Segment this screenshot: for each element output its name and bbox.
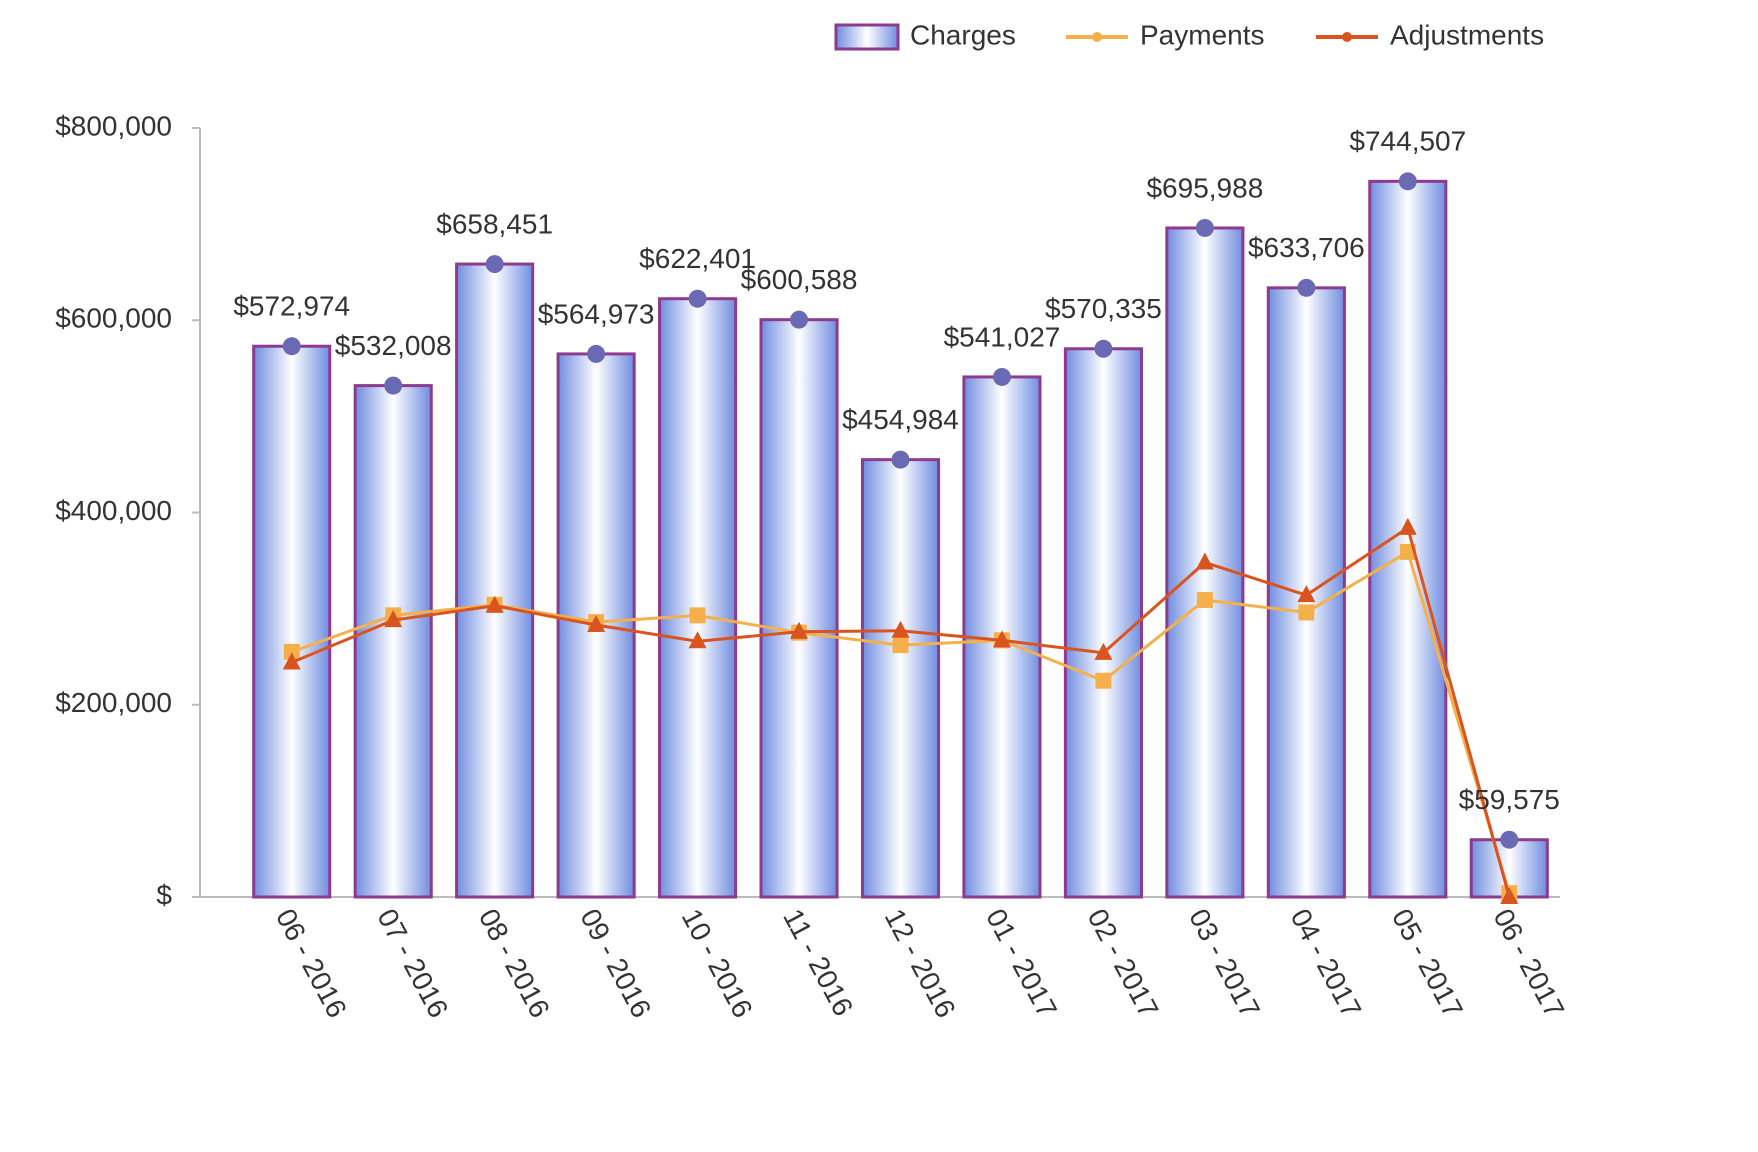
line-marker (892, 637, 909, 654)
x-tick-label: 01 - 2017 (980, 904, 1063, 1023)
y-tick-label: $800,000 (55, 110, 172, 141)
bar (1063, 347, 1143, 899)
bar-marker (1500, 830, 1519, 849)
bar-marker (1195, 218, 1214, 237)
bar (658, 297, 738, 899)
legend-swatch (1342, 32, 1352, 42)
bar-marker (992, 367, 1011, 386)
line-marker (688, 631, 707, 649)
data-label: $658,451 (436, 208, 553, 239)
data-label: $622,401 (639, 243, 756, 274)
data-label: $572,974 (233, 291, 350, 322)
line-marker (1095, 672, 1112, 689)
line-marker (485, 595, 504, 613)
x-tick-label: 04 - 2017 (1285, 904, 1368, 1023)
data-label: $532,008 (335, 330, 452, 361)
bar-marker (1094, 339, 1113, 358)
x-tick-label: 02 - 2017 (1082, 904, 1165, 1023)
bar-marker (587, 344, 606, 363)
x-tick-label: 07 - 2016 (371, 904, 454, 1023)
bar (1368, 179, 1448, 899)
y-tick-label: $600,000 (55, 303, 172, 334)
bar-marker (1398, 172, 1417, 191)
x-tick-label: 06 - 2016 (270, 904, 353, 1023)
data-label: $744,507 (1349, 126, 1466, 157)
bar (252, 344, 332, 899)
data-label: $541,027 (944, 321, 1061, 352)
data-label: $59,575 (1459, 784, 1560, 815)
line-marker (689, 607, 706, 624)
y-tick-label: $400,000 (55, 495, 172, 526)
line-marker (384, 610, 403, 628)
line-marker (790, 621, 809, 639)
bar-marker (790, 310, 809, 329)
line-marker (282, 652, 301, 670)
line-marker (992, 630, 1011, 648)
legend-label: Payments (1140, 19, 1265, 50)
data-label: $454,984 (842, 404, 959, 435)
line-marker (1398, 517, 1417, 535)
line-marker (1500, 887, 1519, 904)
y-tick-label: $200,000 (55, 687, 172, 718)
line-marker (587, 614, 606, 632)
bar (455, 262, 535, 899)
bar (353, 384, 433, 899)
legend-label: Adjustments (1390, 19, 1544, 50)
data-label: $570,335 (1045, 293, 1162, 324)
line-marker (283, 643, 300, 660)
line-marker (1298, 604, 1315, 621)
x-tick-label: 06 - 2017 (1487, 904, 1570, 1023)
line-marker (1094, 642, 1113, 660)
bar (759, 318, 839, 899)
data-label: $695,988 (1146, 172, 1263, 203)
x-tick-label: 08 - 2016 (473, 904, 556, 1023)
legend-swatch (1092, 32, 1102, 42)
x-tick-label: 05 - 2017 (1386, 904, 1469, 1023)
bar-marker (688, 289, 707, 308)
line-marker (1297, 585, 1316, 603)
data-label: $564,973 (538, 298, 655, 329)
legend-label: Charges (910, 19, 1016, 50)
x-tick-label: 09 - 2016 (574, 904, 657, 1023)
data-label: $633,706 (1248, 232, 1365, 263)
bar-marker (1297, 278, 1316, 297)
data-label: $600,588 (741, 264, 858, 295)
line-marker (1196, 591, 1213, 608)
bar-marker (282, 337, 301, 356)
bar (860, 458, 941, 899)
bar-marker (891, 450, 910, 469)
legend-swatch (834, 23, 900, 51)
x-tick-label: 03 - 2017 (1183, 904, 1266, 1023)
y-tick-label: $ (156, 879, 172, 910)
line-marker (891, 620, 910, 638)
x-tick-label: 10 - 2016 (676, 904, 759, 1023)
x-tick-label: 12 - 2016 (879, 904, 962, 1023)
line-marker (1195, 552, 1214, 570)
bar-marker (384, 376, 403, 395)
bar-marker (485, 255, 504, 274)
x-tick-label: 11 - 2016 (777, 904, 859, 1021)
